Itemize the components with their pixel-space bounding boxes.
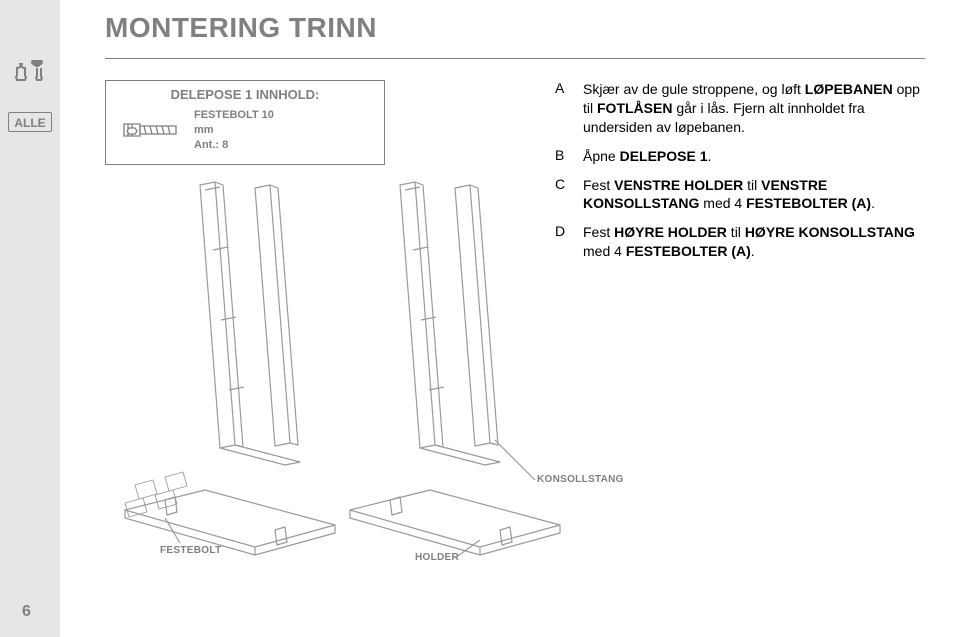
instr-letter-a: A bbox=[555, 80, 569, 137]
bolt-unit: mm bbox=[194, 124, 214, 136]
instruction-a: A Skjær av de gule stroppene, og løft LØ… bbox=[555, 80, 925, 137]
title-rule bbox=[105, 58, 925, 59]
wrench-icon bbox=[14, 60, 46, 105]
parts-box: DELEPOSE 1 INNHOLD: FESTEBOLT 10 mm Ant.… bbox=[105, 80, 385, 165]
page-title: MONTERING TRINN bbox=[105, 12, 377, 44]
label-konsollstang: KONSOLLSTANG bbox=[537, 474, 624, 485]
bolt-row: FESTEBOLT 10 mm Ant.: 8 bbox=[116, 108, 374, 153]
instr-body-a: Skjær av de gule stroppene, og løft LØPE… bbox=[583, 80, 925, 137]
bolt-name: FESTEBOLT 10 bbox=[194, 109, 274, 121]
label-holder: HOLDER bbox=[415, 552, 459, 563]
bolt-text: FESTEBOLT 10 mm Ant.: 8 bbox=[194, 108, 274, 153]
parts-box-title: DELEPOSE 1 INNHOLD: bbox=[116, 87, 374, 102]
instr-body-b: Åpne DELEPOSE 1. bbox=[583, 147, 925, 166]
assembly-diagram: KONSOLLSTANG FESTEBOLT HOLDER bbox=[105, 180, 625, 560]
bolt-qty: Ant.: 8 bbox=[194, 139, 228, 151]
all-badge: ALLE bbox=[8, 112, 52, 132]
instruction-b: B Åpne DELEPOSE 1. bbox=[555, 147, 925, 166]
page-number: 6 bbox=[22, 603, 31, 621]
instr-letter-b: B bbox=[555, 147, 569, 166]
label-festebolt: FESTEBOLT bbox=[160, 545, 221, 556]
instr-body-d: Fest HØYRE HOLDER til HØYRE KONSOLLSTANG… bbox=[583, 223, 925, 261]
instr-body-c: Fest VENSTRE HOLDER til VENSTRE KONSOLLS… bbox=[583, 176, 925, 214]
bolt-icon bbox=[120, 114, 180, 146]
